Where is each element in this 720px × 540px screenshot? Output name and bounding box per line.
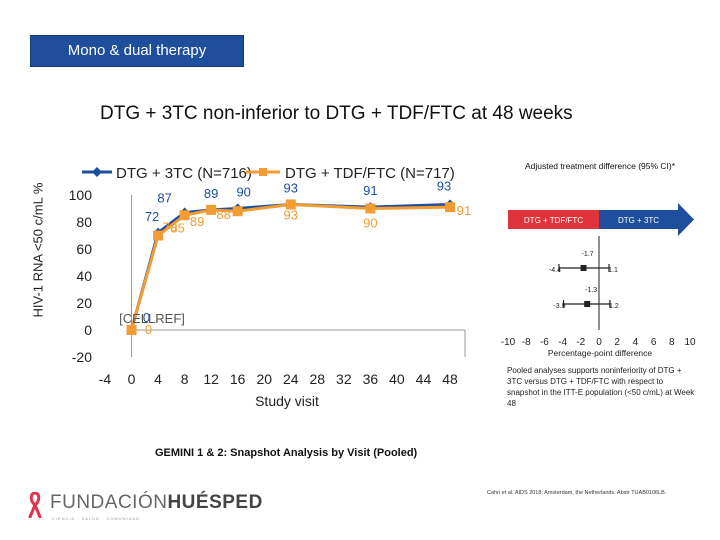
x-axis-label: Study visit [255, 393, 319, 409]
forest-tick-label: -8 [522, 337, 531, 348]
data-label-2: 0 [145, 322, 152, 337]
logo-wordmark: FUNDACIÓNHUÉSPED [50, 492, 263, 514]
data-label-1: 90 [236, 185, 250, 200]
y-tick-label: 20 [76, 295, 92, 311]
y-tick-label: 40 [76, 268, 92, 284]
data-label-2: 85 [170, 220, 184, 235]
logo-text-light: FUNDACIÓN [50, 492, 168, 513]
logo: FUNDACIÓNHUÉSPED CIENCIA · SALUD · COMUN… [28, 490, 288, 525]
x-tick-label: 44 [416, 371, 432, 387]
chart-annotation: [CELLREF] [119, 311, 185, 326]
series-point-2 [445, 202, 455, 213]
point-estimate [584, 301, 591, 307]
x-tick-label: 36 [363, 371, 379, 387]
point-label: -1.3 [585, 287, 597, 294]
section-tag: Mono & dual therapy [30, 35, 244, 67]
data-label-1: 72 [145, 209, 159, 224]
forest-tick-label: 6 [651, 337, 657, 348]
x-tick-label: 24 [283, 371, 299, 387]
conclusion-note: Pooled analyses supports noninferiority … [507, 366, 695, 408]
data-label-2: 89 [190, 214, 204, 229]
series-point-2 [126, 325, 137, 335]
data-label-1: 0 [143, 310, 150, 325]
forest-x-label: Percentage-point difference [548, 348, 653, 358]
forest-tick-label: -2 [576, 337, 585, 348]
point-label: -1.7 [581, 251, 593, 258]
arrow-left-body [508, 210, 599, 229]
legend-entry-2: DTG + TDF/FTC (N=717) [285, 165, 455, 182]
forest-plot: DTG + TDF/FTC DTG + 3TC -1.7 -4.4 1.1 -1.3 -3.… [501, 203, 696, 358]
legend-marker-2 [259, 168, 267, 176]
y-tick-label: -20 [72, 349, 92, 365]
series-point-2 [285, 199, 296, 210]
x-tick-label: 4 [154, 371, 162, 387]
slide-title: DTG + 3TC non-inferior to DTG + TDF/FTC … [100, 103, 573, 124]
series-point-2 [153, 230, 164, 241]
logo-text-bold: HUÉSPED [167, 492, 263, 513]
x-tick-label: 16 [230, 371, 246, 387]
logo-subtitle: CIENCIA · SALUD · COMUNIDAD [52, 516, 141, 521]
series-point-2 [365, 203, 376, 214]
lower-label: -3.9 [553, 303, 565, 310]
y-tick-label: 0 [84, 322, 92, 338]
citation: Cahn et al. AIDS 2018; Amsterdam, the Ne… [487, 490, 667, 496]
data-label-2: 88 [216, 207, 230, 222]
series-point-2 [232, 206, 243, 217]
forest-tick-label: 8 [669, 337, 675, 348]
y-tick-label: 100 [69, 187, 93, 203]
data-label-1: 87 [157, 191, 171, 206]
data-label-1: 89 [204, 186, 218, 201]
legend-entry-1: DTG + 3TC (N=716) [116, 165, 252, 182]
forest-tick-label: -10 [501, 337, 516, 348]
data-label-1: 93 [284, 180, 298, 195]
point-estimate [580, 265, 587, 271]
forest-title: Adjusted treatment difference (95% CI)* [524, 161, 676, 171]
forest-tick-label: -6 [540, 337, 549, 348]
series-point-2 [179, 210, 190, 221]
x-tick-label: 12 [203, 371, 219, 387]
footer-caption: GEMINI 1 & 2: Snapshot Analysis by Visit… [155, 447, 418, 459]
forest-tick-label: -4 [558, 337, 567, 348]
x-tick-label: 0 [128, 371, 136, 387]
data-label-2: 91 [457, 203, 471, 218]
x-tick-label: 32 [336, 371, 352, 387]
series-point-2 [206, 204, 217, 215]
forest-tick-label: 4 [633, 337, 639, 348]
data-label-1: 91 [363, 183, 377, 198]
forest-tick-label: 2 [614, 337, 620, 348]
x-tick-label: 40 [389, 371, 405, 387]
arrow-right-label: DTG + 3TC [618, 216, 659, 225]
forest-tick-label: 10 [684, 337, 696, 348]
data-label-1: 93 [437, 178, 451, 193]
x-tick-label: 20 [256, 371, 272, 387]
arrow-right-body [599, 203, 694, 236]
x-tick-label: -4 [99, 371, 112, 387]
legend-marker-1 [92, 167, 102, 177]
upper-label: 1.2 [609, 303, 619, 310]
x-tick-label: 8 [181, 371, 189, 387]
lower-label: -4.4 [549, 267, 561, 274]
x-tick-label: 28 [310, 371, 326, 387]
chart-legend: DTG + 3TC (N=716) DTG + TDF/FTC (N=717) [82, 165, 455, 182]
ribbon-icon [28, 492, 42, 518]
upper-label: 1.1 [608, 267, 618, 274]
data-label-2: 90 [363, 216, 377, 231]
y-tick-label: 60 [76, 241, 92, 257]
x-tick-label: 48 [442, 371, 458, 387]
data-label-2: 70 [163, 220, 177, 235]
data-label-2: 93 [284, 207, 298, 222]
forest-tick-label: 0 [596, 337, 602, 348]
arrow-left-label: DTG + TDF/FTC [524, 216, 583, 225]
y-tick-label: 80 [76, 214, 92, 230]
